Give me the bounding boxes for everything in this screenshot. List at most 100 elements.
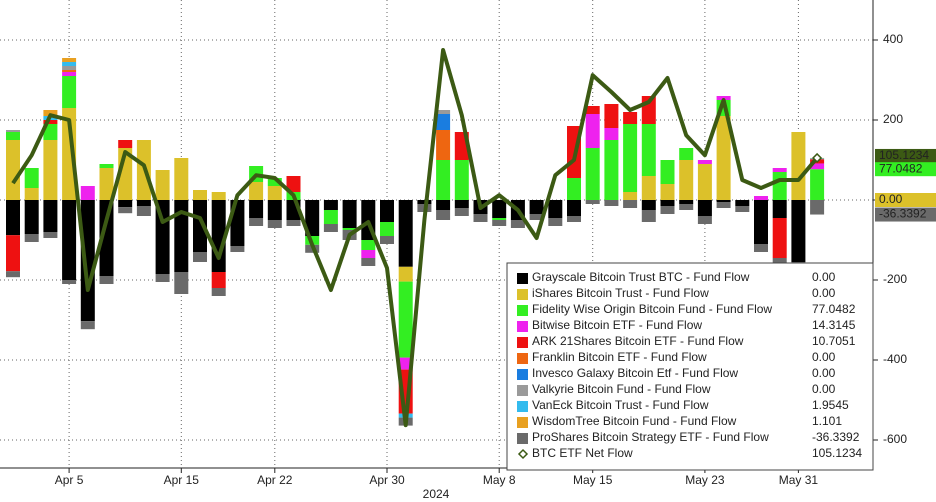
bar-segment <box>772 168 787 172</box>
y-tick-label: -400 <box>883 352 907 366</box>
legend-label: ARK 21Shares Bitcoin ETF - Fund Flow <box>532 334 744 348</box>
legend-value: 1.101 <box>812 414 842 428</box>
legend-value: 77.0482 <box>812 302 856 316</box>
legend-swatch <box>517 401 528 412</box>
bar-segment <box>492 218 507 220</box>
bar-segment <box>716 200 731 202</box>
legend-swatch <box>517 385 528 396</box>
legend-label: Invesco Galaxy Bitcoin Etf - Fund Flow <box>532 366 738 380</box>
bar-segment <box>380 200 394 222</box>
legend-value: 1.9545 <box>812 398 849 412</box>
bar-segment <box>43 232 58 238</box>
bar-segment <box>585 114 600 148</box>
bar-segment <box>249 182 264 200</box>
legend-value: 0.00 <box>812 286 836 300</box>
bar-segment <box>585 148 600 200</box>
bar-segment <box>623 124 638 192</box>
x-tick-label: Apr 5 <box>55 473 84 487</box>
bar-segment <box>567 178 581 200</box>
bar-segment <box>772 200 787 218</box>
legend-value: 0.00 <box>812 270 836 284</box>
bar-segment <box>380 222 394 236</box>
bar-segment <box>24 234 39 242</box>
bar-segment <box>43 120 58 124</box>
bar-segment <box>136 200 151 206</box>
legend-swatch <box>517 417 528 428</box>
bar-segment <box>697 200 712 216</box>
bar-segment <box>99 164 114 168</box>
bar-segment <box>43 140 58 200</box>
bar-segment <box>754 196 768 200</box>
legend-label: Valkyrie Bitcoin Fund - Fund Flow <box>532 382 711 396</box>
bar-segment <box>193 200 207 252</box>
bar-segment <box>604 200 619 206</box>
bar-segment <box>62 280 77 284</box>
value-tag-box <box>875 193 936 207</box>
bar-segment <box>697 164 712 200</box>
bar-segment <box>99 200 114 276</box>
bar-segment <box>679 204 694 210</box>
value-tag: -36.3392 <box>875 207 936 222</box>
y-tick-label: -600 <box>883 432 907 446</box>
bar-segment <box>6 235 20 272</box>
legend-label: ProShares Bitcoin Strategy ETF - Fund Fl… <box>532 430 769 444</box>
value-tag-box <box>875 162 936 177</box>
bar-segment <box>62 66 77 70</box>
bar-segment <box>697 160 712 164</box>
value-tag-label: 105.1234 <box>879 148 929 162</box>
bar-segment <box>810 163 825 170</box>
bar-segment <box>398 200 413 267</box>
x-tick-label: Apr 30 <box>369 473 405 487</box>
bar-segment <box>62 72 77 76</box>
bar-segment <box>249 200 264 218</box>
bar-segment <box>43 200 58 232</box>
bar-segment <box>174 200 189 272</box>
legend-swatch <box>517 433 528 444</box>
legend-swatch <box>517 369 528 380</box>
legend-swatch <box>517 321 528 332</box>
y-tick-label: 400 <box>883 32 903 46</box>
bar-segment <box>136 206 151 216</box>
bar-segment <box>660 184 675 200</box>
bar-segment <box>604 104 619 128</box>
bar-segment <box>211 192 226 200</box>
value-tag-label: 0.00 <box>879 192 903 206</box>
legend: Grayscale Bitcoin Trust BTC - Fund Flow 0… <box>506 262 874 471</box>
bar-segment <box>567 200 581 216</box>
bar-segment <box>623 112 638 124</box>
bar-segment <box>342 200 357 228</box>
bar-segment <box>267 178 282 186</box>
bar-segment <box>529 214 544 220</box>
x-tick-label: Apr 22 <box>257 473 293 487</box>
bar-segment <box>735 206 750 212</box>
bar-segment <box>754 244 768 252</box>
bar-segment <box>679 200 694 204</box>
bar-segment <box>267 200 282 220</box>
bar-segment <box>623 200 638 208</box>
bar-segment <box>80 321 95 330</box>
bar-segment <box>380 236 394 244</box>
legend-swatch <box>517 273 528 284</box>
bar-segment <box>436 210 451 220</box>
legend-swatch <box>517 337 528 348</box>
bar-segment <box>398 281 413 358</box>
bar-segment <box>230 246 245 252</box>
bar-segment <box>660 200 675 206</box>
bar-segment <box>660 160 675 184</box>
bar-segment <box>24 200 39 234</box>
legend-value: 14.3145 <box>812 318 856 332</box>
value-tag-label: -36.3392 <box>879 207 927 221</box>
x-tick-label: May 15 <box>573 473 613 487</box>
bar-segment <box>174 272 189 294</box>
bar-segment <box>361 250 376 258</box>
legend-label: Fidelity Wise Origin Bitcoin Fund - Fund… <box>532 302 772 316</box>
bar-segment <box>548 200 563 218</box>
bar-segment <box>585 200 600 204</box>
bar-segment <box>286 220 301 226</box>
value-tag: 0.00 <box>875 192 936 207</box>
bar-segment <box>604 140 619 200</box>
value-tag: 77.0482 <box>875 161 936 177</box>
bar-segment <box>193 190 207 200</box>
bar-segment <box>6 200 20 236</box>
bar-segment <box>62 58 77 62</box>
